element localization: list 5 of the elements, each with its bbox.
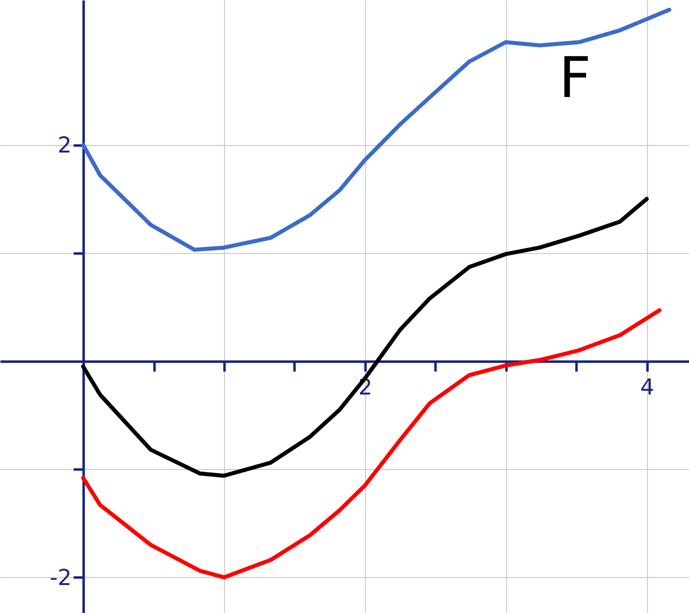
line-series	[81, 8, 672, 252]
line-series	[81, 308, 662, 580]
x-tick-label: 4	[640, 376, 654, 401]
y-tick-label: -2	[50, 566, 72, 591]
annotation: F	[558, 46, 592, 111]
